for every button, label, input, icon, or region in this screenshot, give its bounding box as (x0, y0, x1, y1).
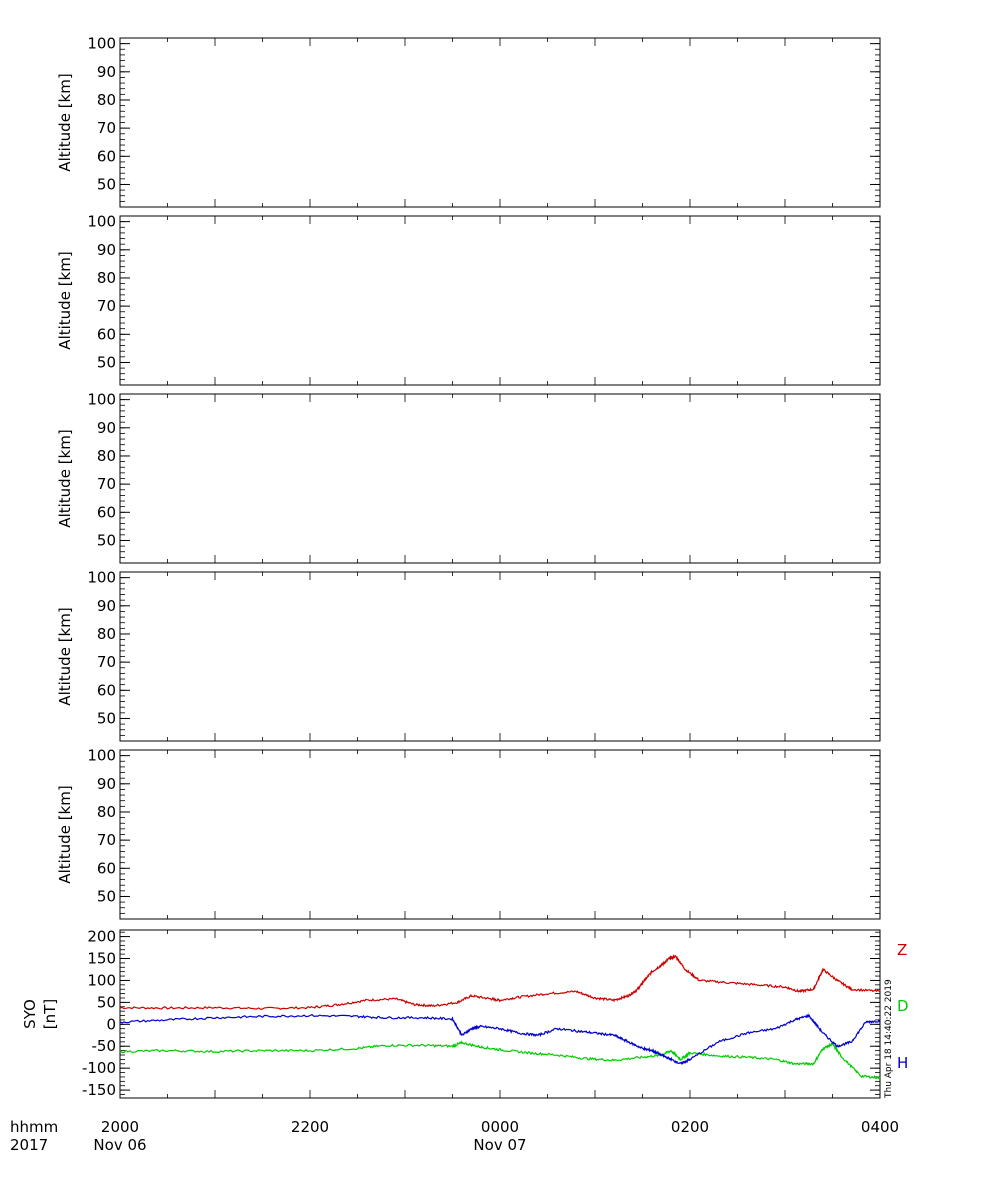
x-axis-label-year: 2017 (10, 1136, 48, 1154)
panel-6: -150 -100 -50 0 50 100 150 200 SYO [nT] Z D H (21, 928, 909, 1100)
plot-frame (119, 929, 881, 1099)
y-tick-label: 90 (97, 775, 116, 793)
y-axis-label: Altitude [km] (56, 73, 74, 171)
panel-1: 50 60 70 80 90 100 Altitude [km] (56, 35, 881, 208)
y-tick-label: 80 (97, 91, 116, 109)
x-tick-label: 2200 (291, 1118, 329, 1136)
x-tick-label: 0200 (671, 1118, 709, 1136)
x-axis-label-hhmm: hhmm (10, 1118, 58, 1136)
legend-label-D: D (897, 997, 909, 1015)
x-date-label: Nov 06 (93, 1136, 146, 1154)
y-tick-label: 100 (87, 971, 116, 989)
y-tick-label: 90 (97, 419, 116, 437)
plot-frame (119, 571, 881, 742)
x-tick-label: 0000 (481, 1118, 519, 1136)
plot-frame (119, 749, 881, 920)
y-tick-label: 90 (97, 241, 116, 259)
y-tick-label: 60 (97, 325, 116, 343)
y-tick-label: 90 (97, 597, 116, 615)
panel-4: 50 60 70 80 90 100 Altitude [km] (56, 569, 881, 742)
y-axis-label: Altitude [km] (56, 607, 74, 705)
y-tick-label: 80 (97, 447, 116, 465)
series-line-D (119, 1040, 881, 1080)
y-tick-label: 80 (97, 803, 116, 821)
y-tick-label: 50 (97, 887, 116, 905)
y-tick-label: 70 (97, 119, 116, 137)
y-tick-label: 70 (97, 475, 116, 493)
legend-label-Z: Z (897, 941, 907, 959)
y-tick-label: -100 (82, 1059, 116, 1077)
panels: 50 60 70 80 90 100 Altitude [km] 50 60 70 80 90 100 A… (21, 35, 909, 1099)
y-tick-label: 50 (97, 531, 116, 549)
y-tick-label: -50 (92, 1037, 117, 1055)
y-axis-label: Altitude [km] (56, 251, 74, 349)
plot-frame (119, 393, 881, 564)
y-tick-label: 50 (97, 709, 116, 727)
x-tick-label: 2000 (101, 1118, 139, 1136)
y-tick-label: 80 (97, 269, 116, 287)
y-tick-label: 50 (97, 175, 116, 193)
x-date-label: Nov 07 (473, 1136, 526, 1154)
panel-2: 50 60 70 80 90 100 Altitude [km] (56, 213, 881, 386)
y-tick-label: 70 (97, 297, 116, 315)
y-axis-label-unit: [nT] (41, 999, 59, 1029)
y-tick-label: 60 (97, 681, 116, 699)
legend-label-H: H (897, 1054, 908, 1072)
y-tick-label: 50 (97, 993, 116, 1011)
y-tick-label: -150 (82, 1081, 116, 1099)
y-tick-label: 100 (87, 747, 116, 765)
plot-frame (119, 215, 881, 386)
y-tick-label: 100 (87, 391, 116, 409)
y-tick-label: 100 (87, 569, 116, 587)
y-tick-label: 70 (97, 831, 116, 849)
y-tick-label: 60 (97, 859, 116, 877)
x-tick-label: 0400 (861, 1118, 899, 1136)
y-tick-label: 80 (97, 625, 116, 643)
y-tick-label: 150 (87, 950, 116, 968)
y-tick-label: 100 (87, 213, 116, 231)
y-tick-label: 0 (106, 1015, 116, 1033)
y-axis-label: Altitude [km] (56, 785, 74, 883)
y-tick-label: 60 (97, 503, 116, 521)
y-tick-label: 100 (87, 35, 116, 53)
timestamp: Thu Apr 18 14:40:22 2019 (884, 979, 894, 1099)
plot-frame (119, 37, 881, 208)
y-tick-label: 90 (97, 63, 116, 81)
y-tick-label: 200 (87, 928, 116, 946)
panel-5: 50 60 70 80 90 100 Altitude [km] (56, 747, 881, 920)
y-axis-label: Altitude [km] (56, 429, 74, 527)
panel-3: 50 60 70 80 90 100 Altitude [km] (56, 391, 881, 564)
y-axis-label-station: SYO (21, 999, 39, 1029)
series-line-Z (119, 953, 881, 1010)
series-line-H (119, 1013, 881, 1065)
y-tick-label: 60 (97, 147, 116, 165)
y-tick-label: 70 (97, 653, 116, 671)
y-tick-label: 50 (97, 353, 116, 371)
